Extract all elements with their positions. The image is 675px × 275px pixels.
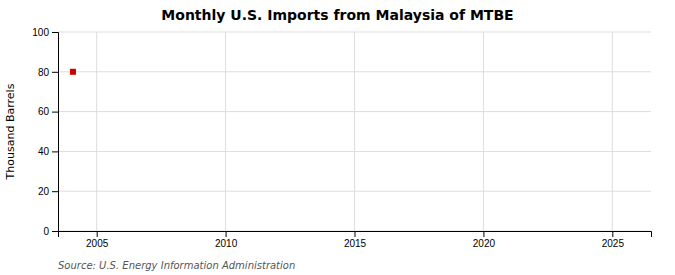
y-grid-line xyxy=(58,32,651,33)
y-tick: 40 xyxy=(38,146,58,157)
y-grid-line xyxy=(58,71,651,72)
y-tick-label: 20 xyxy=(38,186,50,197)
y-tick-label: 80 xyxy=(38,67,50,78)
x-tick: 2025 xyxy=(602,231,625,249)
x-tick: 2005 xyxy=(86,231,109,249)
y-tick-mark xyxy=(52,32,58,33)
x-tick-mark xyxy=(97,231,98,237)
x-tick: 2020 xyxy=(473,231,496,249)
y-axis: 0 20 40 60 80 100 xyxy=(32,27,58,237)
y-grid-line xyxy=(58,111,651,112)
y-grid-line xyxy=(58,151,651,152)
x-tick-label: 2015 xyxy=(344,238,367,249)
x-grid-line xyxy=(612,32,613,231)
y-axis-title: Thousand Barrels xyxy=(4,83,17,180)
y-axis-line xyxy=(52,33,59,232)
x-tick-label: 2025 xyxy=(602,238,625,249)
grid xyxy=(58,32,651,231)
y-tick: 80 xyxy=(38,67,58,78)
points xyxy=(70,69,76,75)
plot-area: 2005 2010 2015 2020 2025 0 20 40 60 80 100 xyxy=(32,27,651,249)
chart: 2005 2010 2015 2020 2025 0 20 40 60 80 100 Monthly … xyxy=(0,0,675,275)
x-axis: 2005 2010 2015 2020 2025 xyxy=(59,231,652,249)
y-tick-mark xyxy=(52,191,58,192)
y-tick: 20 xyxy=(38,186,58,197)
x-tick-mark xyxy=(355,231,356,237)
y-tick-mark xyxy=(52,231,58,232)
point xyxy=(70,69,76,75)
y-tick-label: 60 xyxy=(38,106,50,117)
y-tick-mark xyxy=(52,112,58,113)
x-axis-line xyxy=(59,232,652,238)
y-tick-label: 40 xyxy=(38,146,50,157)
y-tick-label: 0 xyxy=(43,226,49,237)
x-tick-mark xyxy=(612,231,613,237)
y-grid-line xyxy=(58,191,651,192)
y-tick: 0 xyxy=(43,226,58,237)
x-tick-label: 2005 xyxy=(86,238,109,249)
y-tick-label: 100 xyxy=(32,27,49,38)
x-tick-mark xyxy=(226,231,227,237)
x-tick-label: 2020 xyxy=(473,238,496,249)
x-grid-line xyxy=(354,32,355,231)
title: Monthly U.S. Imports from Malaysia of MT… xyxy=(161,7,513,23)
x-grid-line xyxy=(483,32,484,231)
y-tick-mark xyxy=(52,72,58,73)
x-grid-line xyxy=(96,32,97,231)
x-tick: 2015 xyxy=(344,231,367,249)
y-tick-mark xyxy=(52,151,58,152)
x-grid-line xyxy=(225,32,226,231)
x-tick-label: 2010 xyxy=(215,238,238,249)
source-note: Source: U.S. Energy Information Administ… xyxy=(58,260,295,271)
y-tick: 60 xyxy=(38,106,58,117)
y-tick: 100 xyxy=(32,27,58,38)
x-tick: 2010 xyxy=(215,231,238,249)
x-tick-mark xyxy=(483,231,484,237)
